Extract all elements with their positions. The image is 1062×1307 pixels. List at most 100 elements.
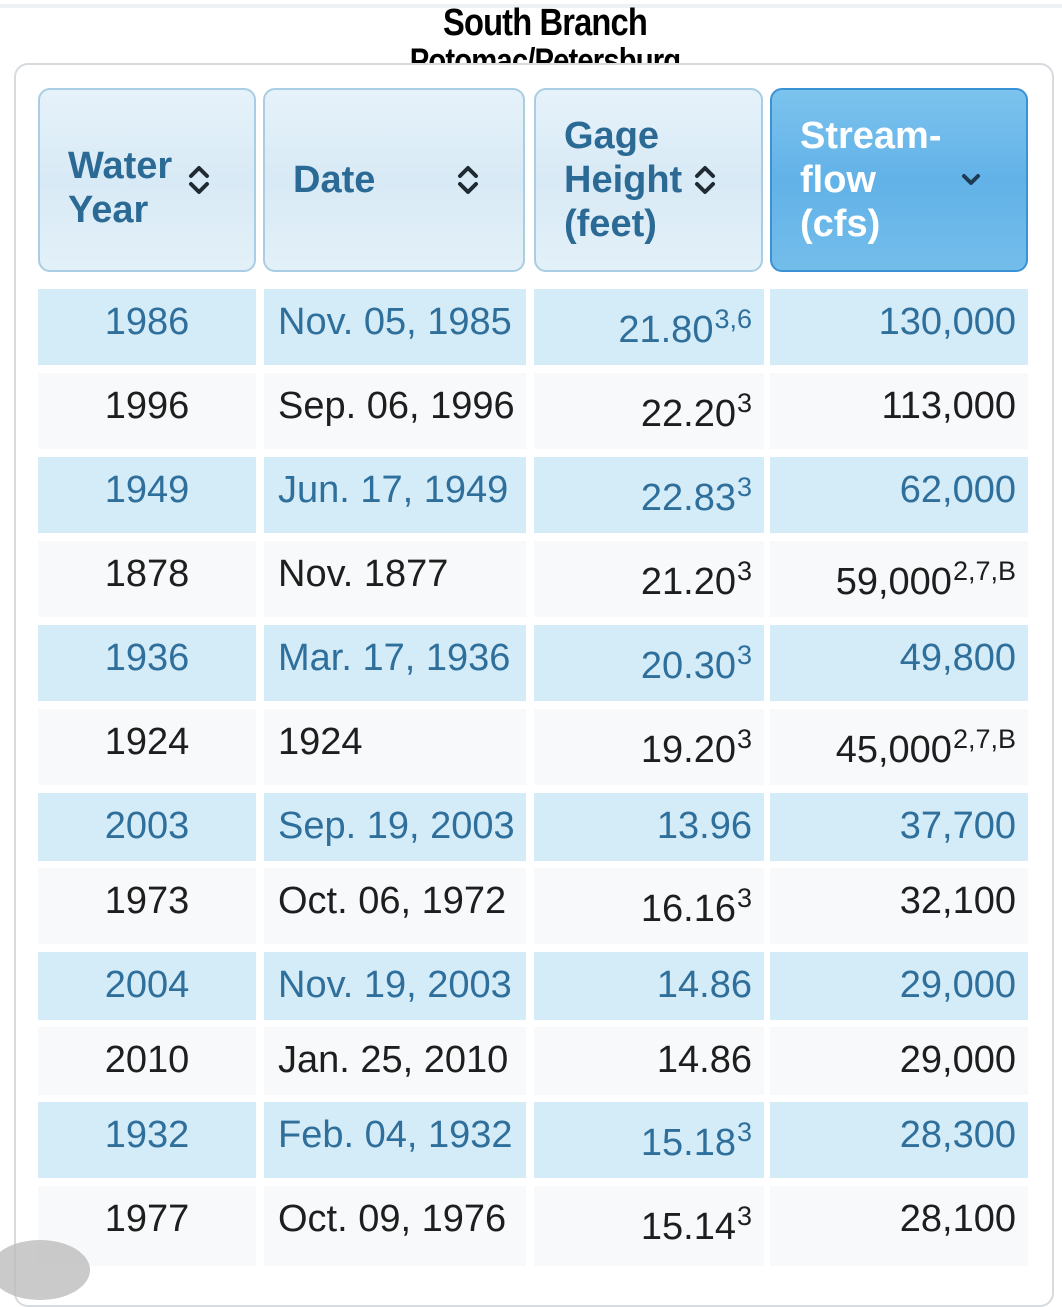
gage-height-value: 15.14 bbox=[640, 1206, 736, 1248]
gage-footnote: 3 bbox=[736, 724, 752, 754]
gage-height-value: 22.83 bbox=[640, 477, 736, 519]
cell-water-year: 2004 bbox=[38, 952, 256, 1020]
cell-text: 1878 bbox=[38, 555, 256, 593]
cell-streamflow: 28,100 bbox=[770, 1186, 1028, 1266]
date-value: Jun. 17, 1949 bbox=[278, 469, 509, 511]
gage-height-value: 15.18 bbox=[640, 1122, 736, 1164]
header-gage-line1: Gage bbox=[564, 115, 660, 157]
table-row: 1949 Jun. 17, 1949 22.833 62,000 bbox=[38, 457, 1028, 533]
chevron-down-icon[interactable] bbox=[958, 163, 984, 197]
cell-gage-height: 21.803,6 bbox=[534, 289, 764, 365]
date-value: Oct. 06, 1972 bbox=[278, 880, 507, 922]
cell-text: 16.163 bbox=[534, 885, 764, 929]
water-year-value: 1977 bbox=[104, 1198, 190, 1240]
cell-text: Feb. 04, 1932 bbox=[264, 1116, 526, 1154]
header-gage-line3: (feet) bbox=[564, 203, 657, 245]
gage-height-value: 21.80 bbox=[618, 309, 714, 351]
header-water-year-line2: Year bbox=[68, 189, 149, 231]
header-water-year[interactable]: Water Year bbox=[38, 88, 256, 272]
header-date[interactable]: Date bbox=[263, 88, 525, 272]
cell-text: 1949 bbox=[38, 471, 256, 509]
sort-up-down-icon[interactable] bbox=[455, 163, 481, 197]
table-row: 1986 Nov. 05, 1985 21.803,6 130,000 bbox=[38, 289, 1028, 365]
gage-height-value: 20.30 bbox=[640, 645, 736, 687]
cell-gage-height: 22.833 bbox=[534, 457, 764, 533]
gage-height-value: 13.96 bbox=[656, 805, 752, 847]
cell-water-year: 1996 bbox=[38, 373, 256, 449]
gage-footnote: 3 bbox=[736, 472, 752, 502]
gage-footnote: 3 bbox=[736, 883, 752, 913]
water-year-value: 2004 bbox=[104, 964, 190, 1006]
top-divider bbox=[0, 4, 1062, 8]
gage-footnote: 3 bbox=[736, 1201, 752, 1231]
streamflow-value: 130,000 bbox=[878, 301, 1016, 343]
cell-text: Nov. 1877 bbox=[264, 555, 526, 593]
sort-up-down-icon[interactable] bbox=[186, 163, 212, 197]
cell-date: Mar. 17, 1936 bbox=[264, 625, 526, 701]
gage-height-value: 22.20 bbox=[640, 393, 736, 435]
cell-text: Jun. 17, 1949 bbox=[264, 471, 526, 509]
cell-text: 22.833 bbox=[534, 474, 764, 519]
sort-up-down-icon[interactable] bbox=[692, 163, 718, 197]
cell-text: 49,800 bbox=[770, 639, 1028, 677]
cell-text: 21.203 bbox=[534, 558, 764, 603]
cell-text: 14.86 bbox=[534, 966, 764, 1004]
table-row: 1996 Sep. 06, 1996 22.203 113,000 bbox=[38, 373, 1028, 449]
gage-height-value: 19.20 bbox=[640, 729, 736, 771]
cell-water-year: 1949 bbox=[38, 457, 256, 533]
cell-streamflow: 59,0002,7,B bbox=[770, 541, 1028, 617]
cell-streamflow: 62,000 bbox=[770, 457, 1028, 533]
streamflow-value: 59,000 bbox=[835, 561, 952, 603]
date-value: Nov. 1877 bbox=[278, 553, 449, 595]
cell-text: 19.203 bbox=[534, 726, 764, 771]
table-row: 1973 Oct. 06, 1972 16.163 32,100 bbox=[38, 868, 1028, 944]
cell-text: 28,100 bbox=[770, 1200, 1028, 1238]
cell-text: 1996 bbox=[38, 387, 256, 425]
table-row: 2010 Jan. 25, 2010 14.86 29,000 bbox=[38, 1027, 1028, 1095]
cell-date: Sep. 06, 1996 bbox=[264, 373, 526, 449]
streamflow-value: 29,000 bbox=[899, 1039, 1016, 1081]
cell-date: Feb. 04, 1932 bbox=[264, 1102, 526, 1178]
header-streamflow[interactable]: Stream- flow (cfs) bbox=[770, 88, 1028, 272]
table-row: 2003 Sep. 19, 2003 13.96 37,700 bbox=[38, 793, 1028, 861]
streamflow-footnote: 2,7,B bbox=[952, 724, 1016, 754]
cell-gage-height: 22.203 bbox=[534, 373, 764, 449]
cell-text: 14.86 bbox=[534, 1041, 764, 1079]
water-year-value: 2003 bbox=[104, 805, 190, 847]
date-value: Sep. 19, 2003 bbox=[278, 805, 515, 847]
streamflow-value: 45,000 bbox=[835, 729, 952, 771]
cell-gage-height: 15.183 bbox=[534, 1102, 764, 1178]
cell-text: Jan. 25, 2010 bbox=[264, 1041, 526, 1079]
cell-text: 15.143 bbox=[534, 1203, 764, 1248]
gage-height-value: 21.20 bbox=[640, 561, 736, 603]
cell-text: 28,300 bbox=[770, 1116, 1028, 1154]
water-year-value: 1996 bbox=[104, 385, 190, 427]
cell-text: 1924 bbox=[264, 723, 526, 761]
cell-date: 1924 bbox=[264, 709, 526, 785]
gage-height-value: 14.86 bbox=[656, 964, 752, 1006]
cell-streamflow: 45,0002,7,B bbox=[770, 709, 1028, 785]
cell-gage-height: 16.163 bbox=[534, 868, 764, 944]
cell-text: 21.803,6 bbox=[534, 306, 764, 351]
header-water-year-label: Water Year bbox=[68, 144, 172, 232]
cell-text: 1936 bbox=[38, 639, 256, 677]
cell-gage-height: 14.86 bbox=[534, 952, 764, 1020]
header-streamflow-label: Stream- flow (cfs) bbox=[800, 114, 942, 246]
date-value: Oct. 09, 1976 bbox=[278, 1198, 507, 1240]
streamflow-value: 113,000 bbox=[881, 385, 1016, 427]
cell-gage-height: 14.86 bbox=[534, 1027, 764, 1095]
cell-streamflow: 29,000 bbox=[770, 952, 1028, 1020]
date-value: Sep. 06, 1996 bbox=[278, 385, 515, 427]
water-year-value: 1932 bbox=[104, 1114, 190, 1156]
cell-streamflow: 32,100 bbox=[770, 868, 1028, 944]
header-gage-line2: Height bbox=[564, 159, 683, 201]
cell-water-year: 1932 bbox=[38, 1102, 256, 1178]
cell-text: 1932 bbox=[38, 1116, 256, 1154]
cell-gage-height: 20.303 bbox=[534, 625, 764, 701]
header-gage-height[interactable]: Gage Height (feet) bbox=[534, 88, 763, 272]
streamflow-value: 28,300 bbox=[899, 1114, 1016, 1156]
cell-date: Nov. 19, 2003 bbox=[264, 952, 526, 1020]
gage-footnote: 3 bbox=[736, 556, 752, 586]
cell-text: 37,700 bbox=[770, 807, 1028, 845]
water-year-value: 1973 bbox=[104, 880, 190, 922]
